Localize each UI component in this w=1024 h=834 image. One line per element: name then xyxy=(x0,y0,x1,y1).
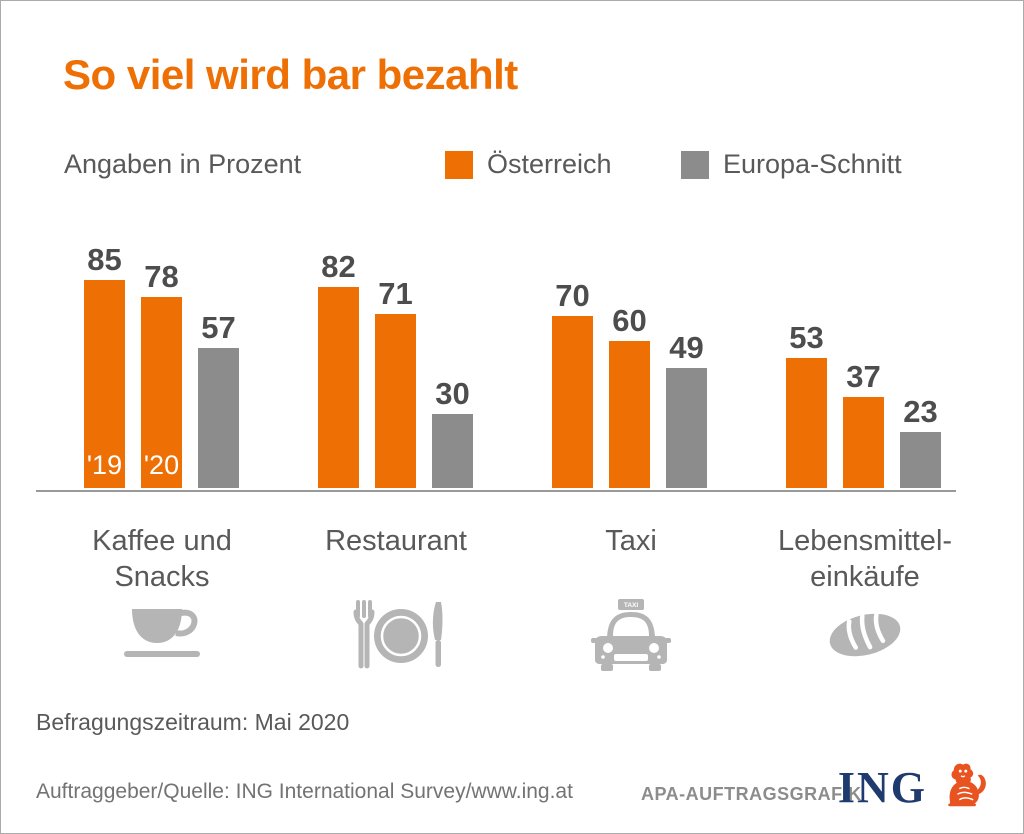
bar-europe-taxi: 49 xyxy=(666,332,707,488)
units-note: Angaben in Prozent xyxy=(64,149,302,179)
bar-value-label: 30 xyxy=(435,376,470,411)
bar-value-label: 57 xyxy=(201,310,236,345)
category-label-taxi: Taxi xyxy=(605,525,657,557)
taxi-sign-text: TAXI xyxy=(624,602,639,609)
bar xyxy=(666,368,707,488)
legend-swatch-europe xyxy=(681,150,709,179)
bar: '20 xyxy=(141,297,182,488)
bar: '19 xyxy=(84,280,125,488)
legend-label-europe: Europa-Schnitt xyxy=(723,149,902,179)
bar-value-label: 23 xyxy=(903,394,938,429)
bar xyxy=(375,314,416,488)
bar xyxy=(198,348,239,488)
bar-austria-2019-kaffee: 85 '19 xyxy=(84,244,125,488)
bar-austria-2019-lebensmittel: 53 xyxy=(786,322,827,488)
bar-value-label: 71 xyxy=(378,276,413,311)
x-axis-baseline xyxy=(36,490,956,492)
bar-group-restaurant: 82 71 30 xyxy=(318,251,473,488)
bar-value-label: 70 xyxy=(555,278,590,313)
page-title: So viel wird bar bezahlt xyxy=(63,51,518,98)
bar-year-label: '19 xyxy=(86,450,123,480)
legend-item-europe: Europa-Schnitt xyxy=(681,149,902,180)
bar-austria-2019-taxi: 70 xyxy=(552,280,593,488)
bar-group-lebensmittel: 53 37 23 xyxy=(786,322,941,488)
bar xyxy=(900,432,941,488)
bar xyxy=(432,414,473,488)
bar xyxy=(552,316,593,488)
bar-europe-kaffee: 57 xyxy=(198,312,239,488)
bar-value-label: 82 xyxy=(321,249,356,284)
bar-value-label: 85 xyxy=(87,242,122,277)
bar-year-label: '20 xyxy=(143,450,180,480)
bar xyxy=(318,287,359,488)
legend-label-austria: Österreich xyxy=(487,149,612,179)
bar-europe-restaurant: 30 xyxy=(432,378,473,488)
bar xyxy=(843,397,884,488)
survey-period-note: Befragungszeitraum: Mai 2020 xyxy=(36,709,350,735)
bar-austria-2020-lebensmittel: 37 xyxy=(843,361,884,488)
ing-wordmark: ING xyxy=(837,762,927,812)
bar xyxy=(786,358,827,488)
source-credit: Auftraggeber/Quelle: ING International S… xyxy=(36,780,573,803)
bar-austria-2020-kaffee: 78 '20 xyxy=(141,261,182,488)
bar-austria-2020-restaurant: 71 xyxy=(375,278,416,488)
coffee-cup-icon xyxy=(102,597,222,673)
bar-value-label: 37 xyxy=(846,359,881,394)
legend-item-austria: Österreich xyxy=(445,149,612,180)
category-label-kaffee: Kaffee und Snacks xyxy=(92,525,232,594)
category-label-restaurant: Restaurant xyxy=(325,525,467,557)
bar-value-label: 60 xyxy=(612,303,647,338)
bar-value-label: 53 xyxy=(789,320,824,355)
bar-value-label: 49 xyxy=(669,330,704,365)
bar-group-kaffee: 85 '19 78 '20 57 xyxy=(84,244,239,488)
bar-value-label: 78 xyxy=(144,259,179,294)
apa-credit: APA-AUFTRAGSGRAFIK xyxy=(641,784,862,804)
bar xyxy=(609,341,650,488)
legend-swatch-austria xyxy=(445,150,473,179)
restaurant-plate-cutlery-icon xyxy=(336,597,456,673)
bar-austria-2020-taxi: 60 xyxy=(609,305,650,488)
ing-logo: ING xyxy=(838,761,991,814)
bar-austria-2019-restaurant: 82 xyxy=(318,251,359,488)
bar-europe-lebensmittel: 23 xyxy=(900,396,941,488)
category-label-lebensmittel: Lebensmittel- einkäufe xyxy=(777,525,953,594)
taxi-car-icon: TAXI xyxy=(571,597,691,673)
bread-loaf-icon xyxy=(805,597,925,673)
bar-group-taxi: 70 60 49 xyxy=(552,280,707,488)
ing-lion-icon xyxy=(935,761,991,814)
